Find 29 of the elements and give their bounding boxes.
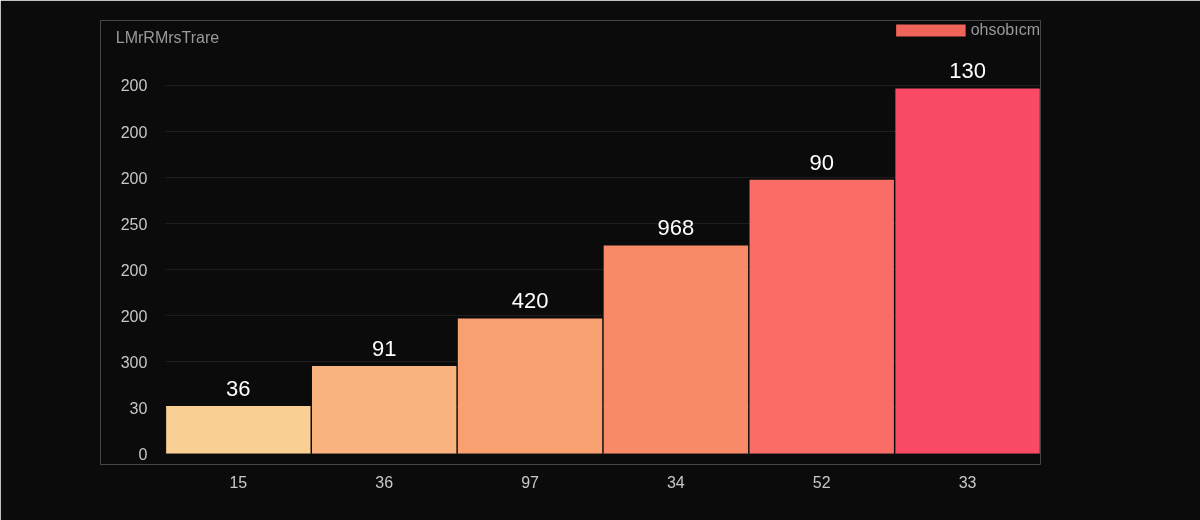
text: 200 (120, 307, 148, 325)
text: 200 (120, 261, 148, 279)
bar (457, 318, 603, 454)
annotation: 130 (949, 58, 986, 84)
annotation: 968 (657, 215, 695, 241)
annotation: 36 (226, 376, 251, 402)
text: 200 (120, 77, 148, 95)
bar (311, 365, 457, 454)
text: 30 (129, 399, 148, 417)
text: 200 (120, 169, 148, 187)
annotation: 91 (371, 335, 397, 361)
text: 200 (120, 123, 148, 141)
x-tick-label: 33 (958, 473, 977, 491)
x-tick-label: 36 (375, 473, 394, 491)
x-tick-label: 97 (521, 473, 540, 491)
text: 300 (120, 353, 148, 371)
text: 250 (120, 215, 148, 233)
annotation: 90 (809, 149, 834, 175)
x-tick-label: 52 (812, 473, 831, 491)
bar (603, 245, 749, 454)
text: 0 (138, 445, 148, 463)
bar (166, 406, 311, 454)
annotation: 420 (511, 288, 549, 314)
x-tick-label: 34 (666, 473, 685, 491)
bar (895, 88, 1040, 454)
x-tick-label: 15 (229, 473, 248, 491)
chart-title: LMrRMrsTrare (115, 28, 220, 46)
bar (749, 179, 894, 454)
legend-label: ohsobıcm (970, 21, 1040, 39)
